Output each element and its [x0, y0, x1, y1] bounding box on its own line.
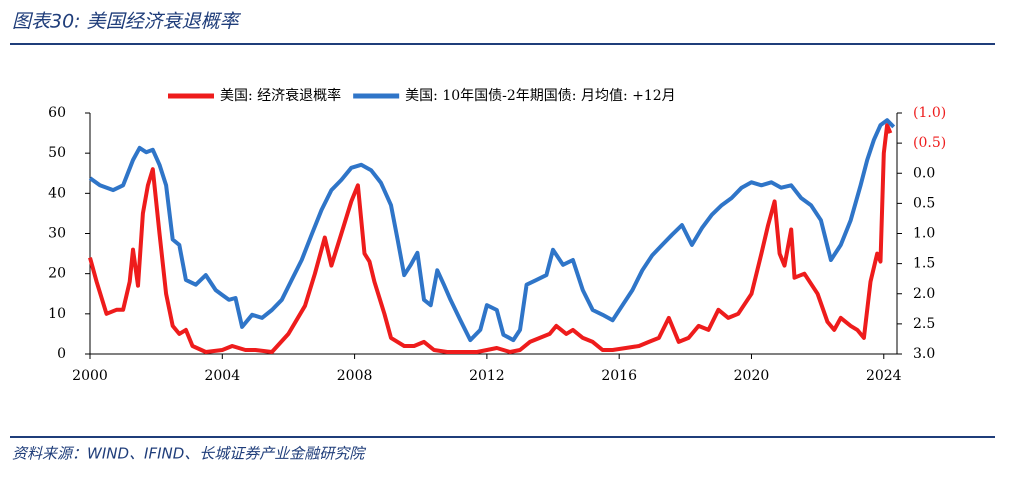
- y2-tick-label: (1.0): [913, 105, 946, 121]
- x-tick-label: 2016: [601, 368, 637, 384]
- series-line: [88, 118, 896, 343]
- y-tick-label: 30: [48, 226, 66, 242]
- series-line: [88, 123, 893, 354]
- y2-tick-label: 3.0: [913, 346, 935, 362]
- y2-tick-label: 2.0: [913, 286, 935, 302]
- x-tick-label: 2000: [72, 368, 108, 384]
- y-tick-label: 60: [48, 105, 66, 121]
- y2-tick-label: 1.5: [913, 256, 935, 272]
- legend-label: 美国: 经济衰退概率: [220, 87, 341, 104]
- legend-label: 美国: 10年国债-2年期国债: 月均值: +12月: [405, 88, 676, 104]
- x-tick-label: 2008: [337, 368, 373, 384]
- x-tick-label: 2024: [866, 368, 902, 384]
- y-tick-label: 50: [48, 145, 66, 161]
- y2-tick-label: 1.0: [913, 226, 935, 242]
- y-tick-label: 0: [57, 346, 66, 362]
- y-tick-label: 40: [48, 185, 66, 201]
- x-tick-label: 2004: [204, 368, 240, 384]
- y-tick-label: 10: [48, 306, 66, 322]
- y-tick-label: 20: [48, 266, 66, 282]
- y2-tick-label: 2.5: [913, 316, 935, 332]
- y2-tick-label: 0.5: [913, 195, 935, 211]
- source-note: 资料来源：WIND、IFIND、长城证券产业金融研究院: [12, 445, 366, 463]
- y2-tick-label: (0.5): [913, 135, 946, 151]
- y2-tick-label: 0.0: [913, 165, 935, 181]
- x-tick-label: 2012: [469, 368, 505, 384]
- chart-title: 图表30: 美国经济衰退概率: [12, 11, 242, 33]
- x-tick-label: 2020: [734, 368, 770, 384]
